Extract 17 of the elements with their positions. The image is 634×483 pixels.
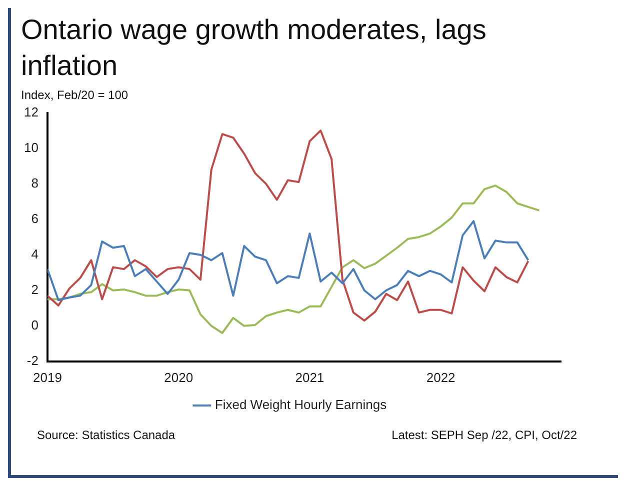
text: Latest: SEPH Sep /22, CPI, Oct/22 — [392, 428, 577, 442]
x-tick-label: 2019 — [33, 370, 62, 385]
y-tick-label: 12 — [24, 104, 38, 120]
y-tick-label: 2 — [31, 282, 38, 297]
x-tick-label: 2022 — [426, 370, 456, 385]
y-tick-label: 4 — [31, 246, 38, 262]
source-note: Source: Statistics Canada — [37, 428, 176, 442]
y-tick-label: 0 — [31, 317, 38, 332]
legend-label: Fixed Weight Hourly Earnings — [214, 397, 388, 412]
y-tick-label: -2 — [26, 352, 38, 368]
x-tick-label: 2020 — [164, 370, 194, 385]
y-tick-label: 6 — [31, 210, 38, 226]
x-tick-label: 2021 — [295, 370, 324, 385]
y-tick-label: 8 — [31, 175, 38, 190]
y-tick-label: 10 — [24, 140, 38, 155]
chart-title: Ontario wage growth moderates, lags inflation — [21, 13, 488, 83]
y-axis-title: Index, Feb/20 = 100 — [21, 88, 130, 102]
